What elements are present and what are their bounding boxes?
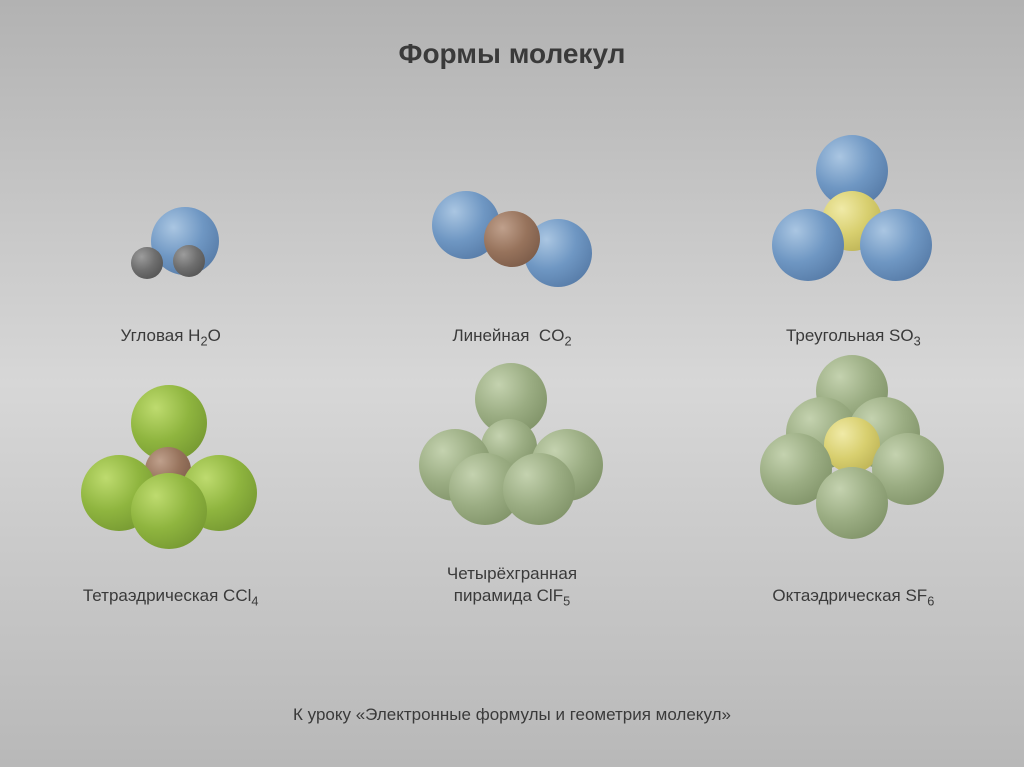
molecule-clf5 bbox=[407, 363, 617, 523]
atom-sphere bbox=[484, 211, 540, 267]
molecule-label-h2o: Угловая H2O bbox=[121, 325, 221, 350]
molecule-label-co2: Линейная CO2 bbox=[452, 325, 571, 350]
molecule-so3 bbox=[758, 135, 948, 285]
molecule-grid: Угловая H2O Линейная CO2 Треугольная SO3 Те… bbox=[0, 100, 1024, 610]
molecule-cell-ccl4: Тетраэдрическая CCl4 bbox=[0, 385, 341, 610]
page-title: Формы молекул bbox=[0, 0, 1024, 70]
footer-text: К уроку «Электронные формулы и геометрия… bbox=[0, 705, 1024, 725]
molecule-label-so3: Треугольная SO3 bbox=[786, 325, 921, 350]
atom-sphere bbox=[503, 453, 575, 525]
molecule-cell-h2o: Угловая H2O bbox=[0, 185, 341, 350]
molecule-cell-so3: Треугольная SO3 bbox=[683, 135, 1024, 350]
molecule-cell-clf5: Четырёхгранная пирамида ClF5 bbox=[341, 363, 682, 610]
atom-sphere bbox=[131, 473, 207, 549]
molecule-sf6 bbox=[748, 355, 958, 545]
molecule-cell-sf6: Октаэдрическая SF6 bbox=[683, 355, 1024, 610]
atom-sphere bbox=[772, 209, 844, 281]
molecule-label-sf6: Октаэдрическая SF6 bbox=[772, 585, 934, 610]
molecule-co2 bbox=[412, 185, 612, 285]
molecule-label-clf5: Четырёхгранная пирамида ClF5 bbox=[447, 563, 577, 610]
atom-sphere bbox=[131, 247, 163, 279]
molecule-label-ccl4: Тетраэдрическая CCl4 bbox=[83, 585, 259, 610]
molecule-ccl4 bbox=[71, 385, 271, 545]
molecule-h2o bbox=[111, 185, 231, 285]
molecule-cell-co2: Линейная CO2 bbox=[341, 185, 682, 350]
atom-sphere bbox=[816, 467, 888, 539]
atom-sphere bbox=[173, 245, 205, 277]
atom-sphere bbox=[860, 209, 932, 281]
